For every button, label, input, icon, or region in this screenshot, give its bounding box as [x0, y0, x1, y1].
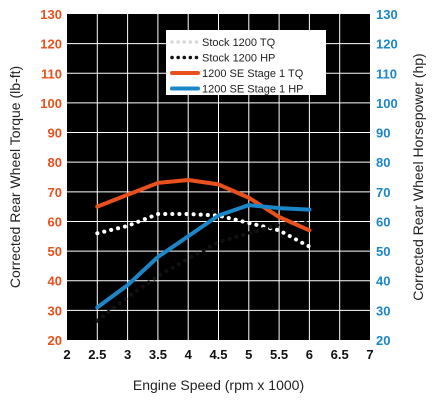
x-tick-label: 5.5 — [270, 347, 288, 362]
x-tick-label: 6.5 — [331, 347, 349, 362]
x-tick-label: 3.5 — [149, 347, 167, 362]
x-tick-label: 4.5 — [209, 347, 227, 362]
legend-label: 1200 SE Stage 1 TQ — [202, 68, 304, 80]
x-tick-label: 3 — [124, 347, 131, 362]
right-y-tick-label: 40 — [376, 274, 390, 289]
left-y-tick-label: 50 — [48, 244, 62, 259]
legend-background — [166, 30, 326, 95]
right-y-tick-label: 120 — [376, 37, 398, 52]
left-y-tick-label: 120 — [40, 37, 62, 52]
legend-label: 1200 SE Stage 1 HP — [202, 84, 304, 96]
x-tick-label: 5 — [245, 347, 252, 362]
x-tick-label: 7 — [366, 347, 373, 362]
x-tick-label: 2.5 — [88, 347, 106, 362]
left-y-tick-label: 80 — [48, 155, 62, 170]
series-line — [95, 203, 312, 310]
series-line — [95, 220, 312, 323]
series-line — [95, 212, 312, 249]
legend: Stock 1200 TQ Stock 1200 HP 1200 SE Stage … — [166, 30, 326, 96]
left-y-tick-label: 70 — [48, 185, 62, 200]
right-y-tick-label: 20 — [376, 333, 390, 348]
right-y-tick-label: 130 — [376, 7, 398, 22]
right-y-tick-label: 60 — [376, 214, 390, 229]
right-y-tick-label: 30 — [376, 303, 390, 318]
left-y-tick-label: 110 — [41, 66, 62, 81]
series-lines — [95, 177, 312, 323]
right-y-tick-label: 110 — [376, 66, 397, 81]
series-line — [95, 177, 312, 233]
right-y-tick-label: 80 — [376, 155, 390, 170]
left-y-tick-label: 90 — [48, 126, 62, 141]
right-y-tick-label: 100 — [376, 96, 398, 111]
right-y-tick-label: 90 — [376, 126, 390, 141]
left-axis-title: Corrected Rear Wheel Torque (lb-ft) — [7, 66, 23, 288]
right-y-tick-label: 70 — [376, 185, 390, 200]
x-tick-label: 2 — [63, 347, 70, 362]
right-axis-title: Corrected Rear Wheel Horsepower (hp) — [410, 53, 426, 300]
legend-label: Stock 1200 TQ — [202, 37, 276, 49]
left-y-tick-label: 30 — [48, 303, 62, 318]
left-y-tick-label: 100 — [40, 96, 62, 111]
x-tick-label: 6 — [306, 347, 313, 362]
legend-label: Stock 1200 HP — [202, 53, 275, 65]
left-y-tick-label: 130 — [40, 7, 62, 22]
left-y-tick-label: 20 — [48, 333, 62, 348]
left-y-tick-label: 60 — [48, 214, 62, 229]
x-axis-title: Engine Speed (rpm x 1000) — [133, 377, 304, 393]
x-tick-label: 4 — [185, 347, 193, 362]
right-y-tick-label: 50 — [376, 244, 390, 259]
left-y-tick-label: 40 — [48, 274, 62, 289]
